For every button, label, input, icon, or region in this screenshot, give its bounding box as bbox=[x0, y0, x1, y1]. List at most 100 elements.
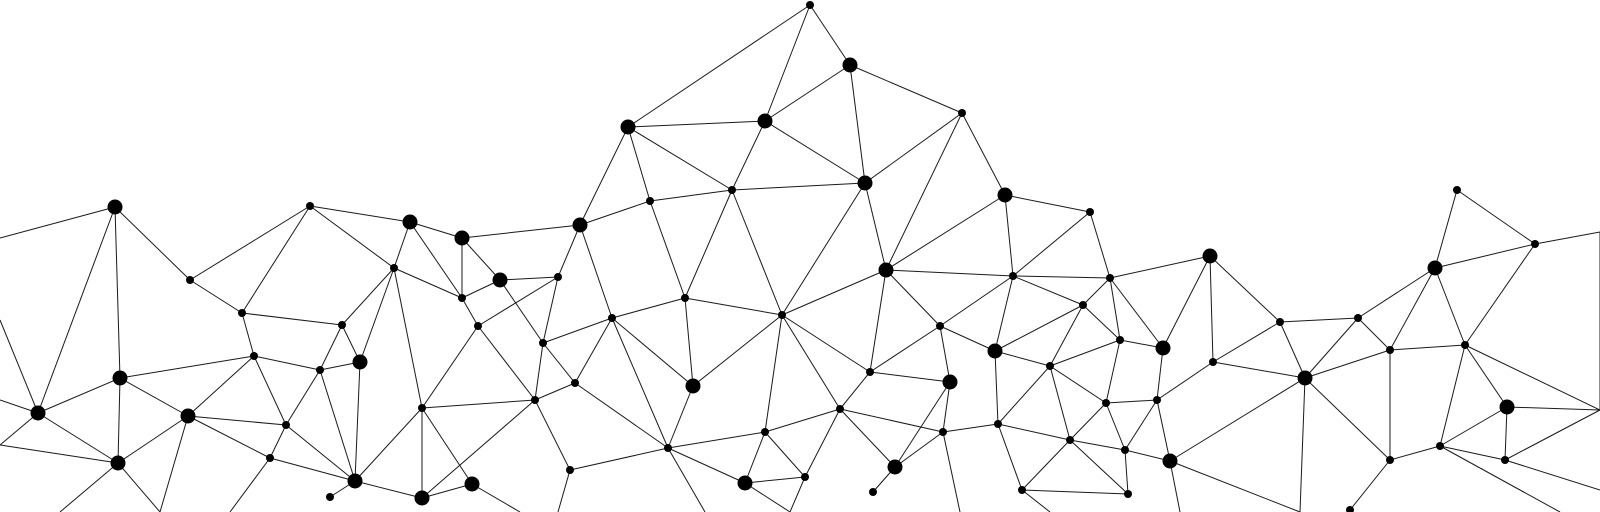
mesh-node bbox=[994, 420, 1002, 428]
mesh-node bbox=[554, 273, 562, 281]
mesh-edge bbox=[667, 447, 746, 484]
mesh-edge bbox=[1012, 275, 1111, 279]
mesh-node bbox=[1153, 396, 1161, 404]
mesh-edge bbox=[1209, 255, 1281, 323]
mesh-node bbox=[778, 311, 786, 319]
mesh-node bbox=[1086, 208, 1094, 216]
mesh-node bbox=[250, 352, 258, 360]
mesh-edge bbox=[849, 64, 963, 114]
mesh-node bbox=[806, 1, 814, 9]
mesh-edge bbox=[1021, 439, 1071, 491]
mesh-edge bbox=[477, 325, 536, 401]
mesh-edge bbox=[1212, 321, 1281, 363]
mesh-edge bbox=[1506, 406, 1600, 411]
mesh-node bbox=[566, 466, 574, 474]
mesh-edge bbox=[1389, 344, 1466, 351]
mesh-edge bbox=[684, 297, 694, 387]
mesh-node bbox=[1162, 453, 1178, 469]
mesh-node bbox=[454, 230, 470, 246]
mesh-edge bbox=[0, 319, 39, 414]
mesh-node bbox=[1124, 490, 1132, 498]
mesh-node bbox=[1046, 362, 1054, 370]
mesh-edge bbox=[253, 355, 321, 371]
mesh-edge bbox=[731, 120, 766, 191]
mesh-edge bbox=[477, 276, 559, 327]
mesh-edge bbox=[319, 324, 343, 371]
mesh-edge bbox=[764, 408, 841, 433]
mesh-edge bbox=[285, 424, 356, 482]
mesh-node bbox=[1209, 358, 1217, 366]
mesh-edge bbox=[997, 365, 1051, 425]
mesh-edge bbox=[1021, 489, 1129, 495]
mesh-edge bbox=[409, 221, 463, 299]
mesh-edge bbox=[994, 350, 999, 425]
mesh-edge bbox=[1279, 317, 1359, 323]
mesh-edge bbox=[421, 407, 473, 485]
mesh-edge bbox=[354, 361, 361, 482]
mesh-node bbox=[30, 405, 46, 421]
mesh-edge bbox=[1012, 211, 1091, 277]
mesh-edge bbox=[869, 325, 941, 373]
mesh-edge bbox=[1049, 304, 1084, 367]
mesh-node bbox=[1346, 506, 1354, 512]
mesh-edge bbox=[1069, 439, 1129, 495]
mesh-edge bbox=[764, 64, 851, 122]
mesh-edge bbox=[1156, 347, 1164, 401]
mesh-edge bbox=[627, 4, 811, 128]
mesh-node bbox=[1106, 274, 1114, 282]
mesh-edge bbox=[627, 120, 766, 128]
mesh-edge bbox=[764, 4, 811, 122]
mesh-edge bbox=[744, 482, 791, 512]
mesh-edge bbox=[1162, 255, 1211, 349]
mesh-edge bbox=[611, 297, 686, 319]
mesh-edge bbox=[37, 412, 119, 464]
mesh-edge bbox=[1534, 231, 1600, 245]
mesh-edge bbox=[1049, 339, 1121, 367]
mesh-node bbox=[266, 454, 274, 462]
mesh-edge bbox=[961, 112, 1006, 196]
mesh-edge bbox=[1439, 445, 1561, 512]
mesh-edge bbox=[421, 399, 536, 409]
mesh-node bbox=[664, 444, 672, 452]
mesh-node bbox=[1155, 340, 1171, 356]
mesh-node bbox=[1461, 341, 1469, 349]
mesh-edge bbox=[649, 200, 686, 299]
mesh-edge bbox=[789, 476, 806, 512]
mesh-node bbox=[942, 374, 958, 390]
mesh-node bbox=[1066, 436, 1074, 444]
mesh-edge bbox=[764, 431, 806, 478]
mesh-edge bbox=[409, 221, 463, 239]
mesh-edge bbox=[354, 480, 423, 499]
mesh-node bbox=[1499, 399, 1515, 415]
mesh-edge bbox=[189, 205, 311, 281]
mesh-edge bbox=[1464, 344, 1600, 411]
mesh-edge bbox=[461, 224, 581, 239]
mesh-edge bbox=[1389, 445, 1441, 461]
mesh-node bbox=[1116, 336, 1124, 344]
mesh-edge bbox=[534, 382, 576, 401]
mesh-node bbox=[112, 370, 128, 386]
mesh-edge bbox=[59, 462, 119, 512]
mesh-edge bbox=[994, 275, 1014, 352]
mesh-node bbox=[1102, 399, 1110, 407]
mesh-edge bbox=[1105, 402, 1126, 451]
mesh-edge bbox=[393, 267, 463, 299]
mesh-edge bbox=[864, 182, 887, 271]
mesh-edge bbox=[421, 399, 536, 499]
mesh-edge bbox=[692, 314, 783, 387]
mesh-edge bbox=[942, 423, 999, 433]
mesh-edge bbox=[1464, 344, 1508, 408]
mesh-edge bbox=[1439, 445, 1506, 461]
mesh-edge bbox=[839, 371, 871, 410]
mesh-edge bbox=[569, 447, 669, 471]
mesh-node bbox=[1436, 442, 1444, 450]
mesh-edge bbox=[159, 415, 189, 512]
mesh-edge bbox=[942, 381, 951, 433]
mesh-edge bbox=[1082, 304, 1121, 341]
mesh-edge bbox=[393, 221, 411, 269]
mesh-edge bbox=[684, 297, 783, 316]
mesh-edge bbox=[241, 312, 255, 357]
mesh-edge bbox=[421, 483, 473, 499]
mesh-edge bbox=[781, 314, 871, 373]
mesh-node bbox=[338, 321, 346, 329]
